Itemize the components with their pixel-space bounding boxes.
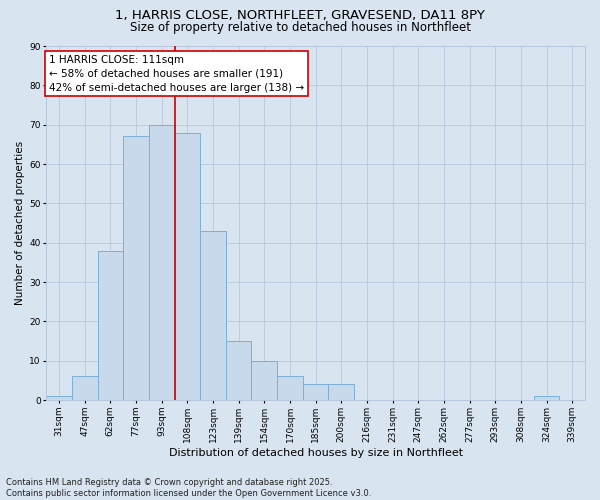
Bar bbox=[98, 250, 123, 400]
Text: Size of property relative to detached houses in Northfleet: Size of property relative to detached ho… bbox=[130, 22, 470, 35]
Bar bbox=[149, 124, 175, 400]
Bar bbox=[175, 132, 200, 400]
Text: 1, HARRIS CLOSE, NORTHFLEET, GRAVESEND, DA11 8PY: 1, HARRIS CLOSE, NORTHFLEET, GRAVESEND, … bbox=[115, 9, 485, 22]
Bar bbox=[72, 376, 98, 400]
Bar bbox=[533, 396, 559, 400]
Bar bbox=[226, 341, 251, 400]
Text: 1 HARRIS CLOSE: 111sqm
← 58% of detached houses are smaller (191)
42% of semi-de: 1 HARRIS CLOSE: 111sqm ← 58% of detached… bbox=[49, 55, 304, 93]
Bar bbox=[46, 396, 72, 400]
Y-axis label: Number of detached properties: Number of detached properties bbox=[15, 141, 25, 305]
Bar bbox=[303, 384, 328, 400]
Bar bbox=[200, 231, 226, 400]
Bar bbox=[251, 360, 277, 400]
Bar bbox=[123, 136, 149, 400]
Bar bbox=[328, 384, 354, 400]
Bar bbox=[277, 376, 303, 400]
X-axis label: Distribution of detached houses by size in Northfleet: Distribution of detached houses by size … bbox=[169, 448, 463, 458]
Text: Contains HM Land Registry data © Crown copyright and database right 2025.
Contai: Contains HM Land Registry data © Crown c… bbox=[6, 478, 371, 498]
